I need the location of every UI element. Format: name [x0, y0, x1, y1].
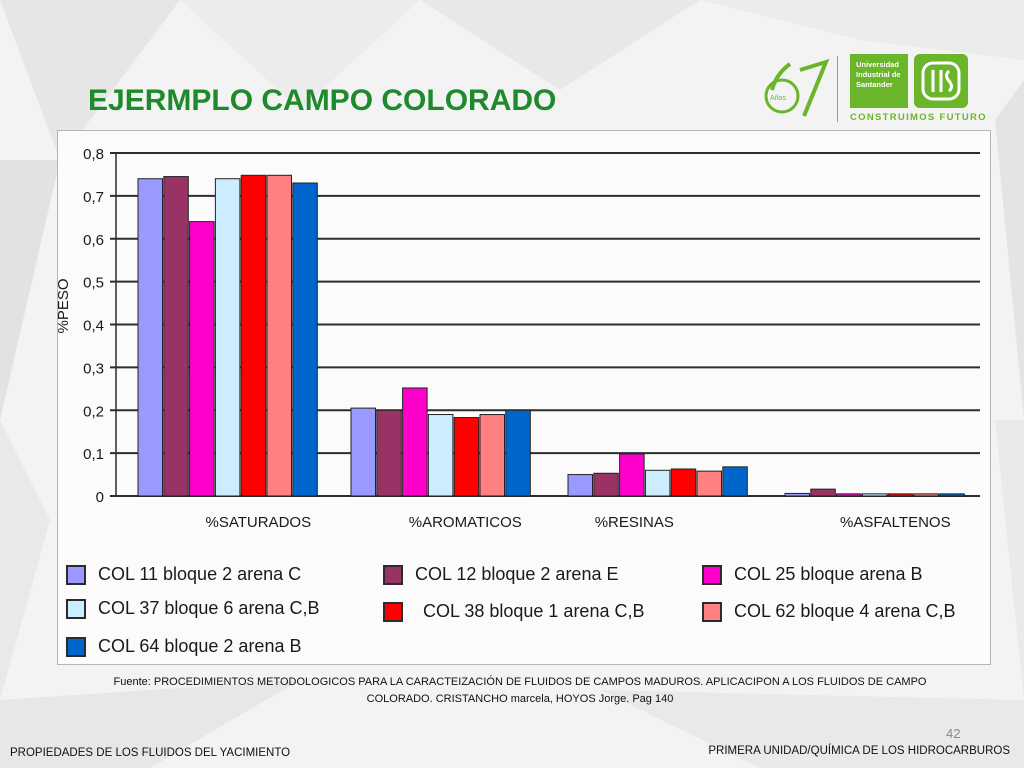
logo-divider — [837, 56, 838, 122]
legend-swatch-col37 — [66, 599, 86, 619]
bar — [696, 470, 722, 497]
y-axis-label: %PESO — [58, 278, 72, 333]
legend-swatch-col64 — [66, 637, 86, 657]
bar — [402, 387, 428, 497]
source-footnote-line-2: COLORADO. CRISTANCHO marcela, HOYOS Jorg… — [366, 693, 674, 705]
source-footnote: Fuente: PROCEDIMIENTOS METODOLOGICOS PAR… — [70, 674, 970, 708]
bar — [350, 407, 376, 497]
x-category-label: %RESINAS — [595, 514, 674, 531]
bar — [644, 469, 671, 497]
bar — [670, 468, 697, 497]
bar — [810, 488, 836, 497]
y-tick-label: 0,8 — [83, 146, 104, 163]
bar — [913, 493, 939, 497]
legend-label-col11: COL 11 bloque 2 arena C — [98, 564, 302, 584]
bar — [567, 474, 593, 497]
bar — [836, 493, 862, 497]
university-name-box: Universidad Industrial de Santander — [850, 54, 908, 108]
source-footnote-line-1: Fuente: PROCEDIMIENTOS METODOLOGICOS PAR… — [113, 676, 927, 688]
bar — [453, 417, 480, 497]
legend-label-col12: COL 12 bloque 2 arena E — [415, 564, 619, 584]
bar — [376, 409, 402, 497]
x-category-label: %AROMATICOS — [409, 514, 522, 531]
legend-label-col64: COL 64 bloque 2 arena B — [98, 636, 302, 656]
bar — [137, 178, 163, 497]
bar — [593, 472, 619, 497]
university-line-2: Industrial de — [856, 70, 901, 79]
bar — [939, 493, 965, 497]
footer-course-title: PROPIEDADES DE LOS FLUIDOS DEL YACIMIENT… — [10, 747, 291, 759]
bar — [479, 414, 505, 497]
y-tick-label: 0,4 — [83, 318, 104, 335]
legend-label-col37: COL 37 bloque 6 arena C,B — [98, 598, 320, 618]
bar-chart: 0 0,1 0,2 0,3 0,4 0,5 0,6 0,7 0,8 %PESO %SATURADOS… — [58, 146, 980, 531]
university-slogan: CONSTRUIMOS FUTURO — [850, 112, 987, 123]
y-tick-label: 0,5 — [83, 275, 104, 292]
legend-swatch-col38 — [383, 602, 403, 622]
anniversary-number: 67 — [760, 50, 762, 51]
bar — [292, 182, 318, 497]
y-tick-label: 0 — [96, 489, 104, 506]
y-tick-label: 0,6 — [83, 232, 104, 249]
bar — [722, 466, 748, 497]
legend-label-col25: COL 25 bloque arena B — [734, 564, 923, 584]
page-number: 42 — [946, 726, 961, 741]
footer-unit-title: PRIMERA UNIDAD/QUÍMICA DE LOS HIDROCARBU… — [708, 745, 1010, 757]
uis-logo-mark — [914, 54, 968, 108]
x-category-label: %SATURADOS — [206, 514, 312, 531]
bar — [861, 493, 888, 497]
legend-label-col38: COL 38 bloque 1 arena C,B — [423, 601, 645, 621]
bar — [784, 492, 810, 497]
legend-swatch-col25 — [702, 565, 722, 585]
anniversary-67-logo: Años 67 — [760, 50, 830, 117]
bar — [505, 409, 531, 497]
y-tick-label: 0,2 — [83, 403, 104, 420]
legend-swatch-col12 — [383, 565, 403, 585]
university-line-3: Santander — [856, 80, 893, 89]
legend-swatch-col62 — [702, 602, 722, 622]
bar — [189, 221, 215, 497]
x-category-label: %ASFALTENOS — [840, 514, 951, 531]
bar — [427, 414, 454, 497]
bar — [619, 453, 645, 497]
y-tick-label: 0,1 — [83, 446, 104, 463]
slide-title: EJERMPLO CAMPO COLORADO — [88, 84, 557, 117]
y-tick-label: 0,7 — [83, 189, 104, 206]
university-line-1: Universidad — [856, 60, 899, 69]
bar — [266, 174, 292, 497]
y-tick-label: 0,3 — [83, 360, 104, 377]
chart-panel: 0 0,1 0,2 0,3 0,4 0,5 0,6 0,7 0,8 %PESO %SATURADOS… — [57, 130, 991, 665]
bar — [240, 174, 267, 497]
bar — [887, 493, 914, 497]
anniversary-word: Años — [770, 95, 786, 102]
bar — [163, 176, 189, 497]
bar — [214, 178, 241, 497]
legend-swatch-col11 — [66, 565, 86, 585]
legend-label-col62: COL 62 bloque 4 arena C,B — [734, 601, 956, 621]
